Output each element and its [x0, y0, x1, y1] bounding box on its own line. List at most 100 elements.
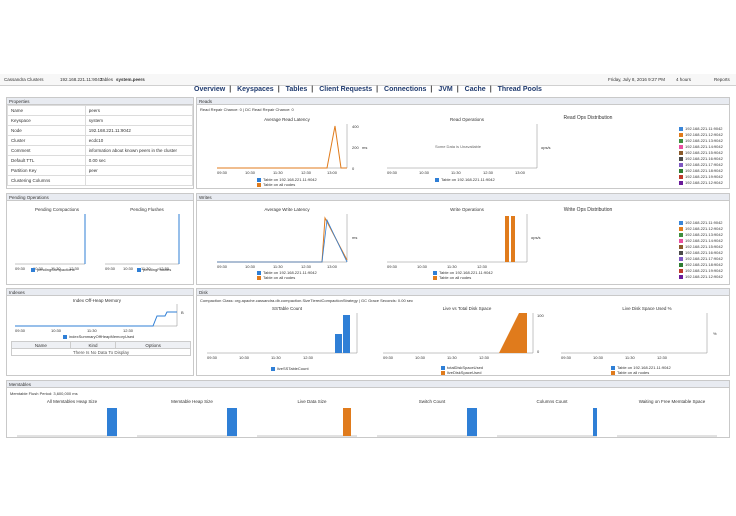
distribution-swatch — [679, 132, 683, 137]
distribution-swatch — [679, 126, 683, 131]
property-key: Comment — [7, 145, 86, 156]
pending-flushes-chart[interactable]: 09:30 10:30 11:30 12:30 — [105, 214, 195, 276]
index-memory-chart[interactable]: B 09:30 10:30 11:30 12:30 — [15, 304, 195, 334]
property-value — [84, 175, 194, 186]
read-legend-node: Table on 192.168.221.11:9042 — [263, 177, 317, 182]
y-tick-zero: 0 — [537, 349, 540, 354]
x-tick: 12:30 — [477, 264, 488, 269]
breadcrumb-node[interactable]: 192.168.221.11:9042 — [60, 77, 103, 82]
legend-swatch — [63, 335, 67, 339]
distribution-item: 192.168.221.16:9042 — [679, 156, 723, 161]
distribution-swatch — [679, 256, 683, 261]
properties-panel: Properties Name peers Keyspace system Node 19… — [6, 97, 194, 189]
write-latency-line-all — [217, 216, 348, 263]
memtable-chart[interactable] — [497, 406, 609, 437]
distribution-label: 192.168.221.13:9042 — [685, 232, 723, 237]
property-row: Comment information about known peers in … — [7, 145, 194, 156]
distribution-label: 192.168.221.14:9042 — [685, 144, 723, 149]
legend-swatch — [137, 268, 141, 272]
legend-swatch — [611, 371, 615, 375]
x-tick: 09:30 — [383, 355, 394, 360]
disk-title: Disk — [197, 289, 729, 296]
distribution-item: 192.168.221.19:9042 — [679, 268, 723, 273]
col-options[interactable]: Options — [115, 341, 191, 349]
breadcrumb-tables[interactable]: Tables — [100, 77, 114, 82]
pending-flushes-title: Pending Flushes — [130, 207, 164, 212]
write-dist-title: Write Ops Distribution — [563, 207, 613, 213]
distribution-label: 192.168.221.16:9042 — [685, 250, 723, 255]
memtable-chart[interactable] — [617, 406, 729, 437]
memtable-chart[interactable] — [137, 406, 249, 437]
property-value: information about known peers in the clu… — [84, 145, 194, 156]
x-tick: 13:00 — [327, 264, 338, 269]
legend-swatch — [611, 366, 615, 370]
memtables-subtitle: Memtable Flush Period: 3,600,000 ms — [10, 391, 78, 396]
tab-thread-pools[interactable]: Thread Pools — [497, 86, 542, 93]
x-tick: 09:30 — [15, 266, 26, 271]
tab-tables[interactable]: Tables — [285, 86, 308, 93]
pending-flushes-legend: pendingFlushes — [143, 267, 172, 272]
distribution-item: 192.168.221.11:9042 — [679, 220, 723, 225]
tab-jvm[interactable]: JVM — [438, 86, 453, 93]
distribution-swatch — [679, 144, 683, 149]
distribution-label: 192.168.221.12:9042 — [685, 274, 723, 279]
x-tick: 10:30 — [593, 355, 604, 360]
memtable-chart-title: Waiting on Free Memtable Space — [638, 399, 706, 404]
distribution-item: 192.168.221.14:9042 — [679, 144, 723, 149]
tab-keyspaces[interactable]: Keyspaces — [237, 86, 274, 93]
top-nav: Overview | Keyspaces | Tables | Client Requ… — [0, 86, 736, 97]
breadcrumb-root[interactable]: Cassandra Clusters — [4, 77, 44, 82]
tab-cache[interactable]: Cache — [464, 86, 486, 93]
write-latency-chart[interactable]: ms 09:30 10:30 11:30 12:30 13:00 — [217, 214, 377, 274]
memtable-chart[interactable] — [17, 406, 129, 437]
legend-live: liveDiskSpaceUsed — [447, 370, 482, 375]
distribution-item: 192.168.221.12:9042 — [679, 274, 723, 279]
x-tick: 11:30 — [271, 355, 281, 360]
read-latency-chart[interactable]: 400 200 0 ms 09:30 10:30 11:30 12:30 13:… — [217, 124, 377, 184]
write-latency-title: Average Write Latency — [264, 207, 310, 212]
memtable-chart[interactable] — [377, 406, 489, 437]
x-tick: 09:30 — [207, 355, 218, 360]
x-tick: 11:30 — [273, 170, 283, 175]
tab-overview[interactable]: Overview — [194, 86, 226, 93]
tab-connections[interactable]: Connections — [384, 86, 427, 93]
memtable-chart[interactable] — [257, 406, 369, 437]
time-range[interactable]: 4 hours — [676, 77, 692, 82]
sstable-chart[interactable]: 09:30 10:30 11:30 12:30 — [207, 313, 367, 363]
x-tick: 12:30 — [69, 266, 80, 271]
distribution-swatch — [679, 168, 683, 173]
live-pct-chart[interactable]: % 09:30 10:30 11:30 12:30 — [561, 313, 727, 363]
distribution-label: 192.168.221.12:9042 — [685, 132, 723, 137]
tab-client-requests[interactable]: Client Requests — [319, 86, 373, 93]
pending-compactions-legend: pendingCompactions — [37, 267, 75, 272]
index-chart-title: Index Off-Heap Memory — [73, 298, 121, 303]
live-total-chart[interactable]: 100 0 09:30 10:30 11:30 12:30 — [383, 313, 544, 363]
x-tick: 09:30 — [561, 355, 572, 360]
nav-separator: | — [277, 86, 280, 93]
y-tick-max: 100 — [537, 313, 544, 318]
read-ops-title: Read Operations — [449, 117, 485, 122]
pending-compactions-chart[interactable]: 09:30 10:30 11:30 12:30 — [15, 214, 105, 276]
x-tick: 11:30 — [447, 355, 457, 360]
legend-node-swatch — [433, 271, 437, 275]
read-ops-chart[interactable]: 09:30 10:30 11:30 12:30 13:00 ops/s — [387, 124, 551, 184]
nav-separator: | — [456, 86, 459, 93]
write-ops-chart[interactable]: ops/s 09:30 10:30 11:30 12:30 — [387, 214, 547, 274]
x-tick: 09:30 — [105, 266, 116, 271]
datetime-display[interactable]: Friday, July 8, 2016 9:27 PM — [608, 77, 665, 82]
reports-button[interactable]: Reports — [714, 77, 730, 82]
memtables-title[interactable]: Memtables — [7, 381, 729, 388]
reads-title: Reads — [197, 98, 729, 105]
x-tick: 11:30 — [273, 264, 283, 269]
pending-title: Pending Operations — [7, 194, 193, 201]
read-dist-title: Read Ops Distribution — [563, 115, 613, 121]
nav-separator: | — [489, 86, 492, 93]
read-latency-title: Average Read Latency — [264, 117, 310, 122]
col-name[interactable]: Name — [11, 341, 71, 349]
property-row: Node 192.168.221.11:9042 — [7, 125, 194, 136]
col-kind[interactable]: Kind — [69, 341, 117, 349]
legend-all-swatch — [257, 276, 261, 280]
empty-message: There Is No Data To Display — [11, 348, 191, 356]
x-tick: 09:30 — [387, 170, 398, 175]
nav-separator: | — [376, 86, 379, 93]
